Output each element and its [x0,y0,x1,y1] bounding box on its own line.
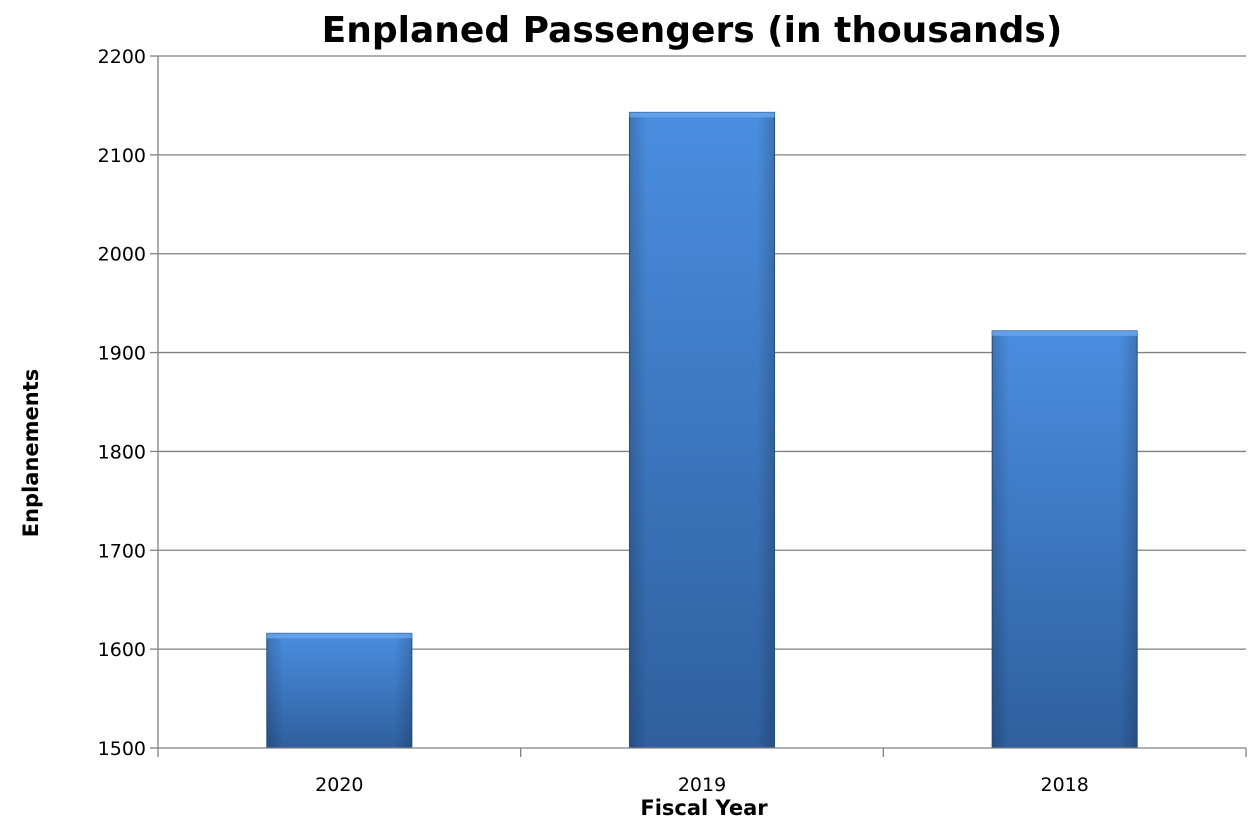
bar-2019 [628,111,776,749]
x-tick-labels: 2020 2019 2018 [315,774,1089,796]
bar-top-highlight [629,112,775,118]
bar-shading [266,633,412,748]
y-tick-label: 2200 [98,46,146,68]
x-tick-label: 2019 [678,774,726,796]
y-tick-label: 2100 [98,145,146,167]
bar-top-highlight [992,330,1138,336]
y-tick-labels: 1500 1600 1700 1800 1900 2000 2100 2200 [98,46,146,760]
y-axis-label: Enplanements [19,369,43,538]
bar-top-highlight [266,633,412,639]
chart-title: Enplaned Passengers (in thousands) [322,10,1063,51]
bar-2020 [266,632,413,749]
bar-shading [992,330,1138,748]
x-axis-label: Fiscal Year [640,796,768,820]
y-tick-label: 1900 [98,343,146,365]
y-tick-label: 2000 [98,244,146,266]
bars [266,111,1138,749]
axes [157,56,1247,757]
y-tick-label: 1500 [98,738,146,760]
x-tick-label: 2020 [315,774,363,796]
y-tick-label: 1600 [98,639,146,661]
bar-2018 [991,330,1138,749]
y-tick-label: 1800 [98,441,146,463]
x-tick-label: 2018 [1040,774,1088,796]
y-tick-label: 1700 [98,540,146,562]
bar-shading [629,112,775,748]
